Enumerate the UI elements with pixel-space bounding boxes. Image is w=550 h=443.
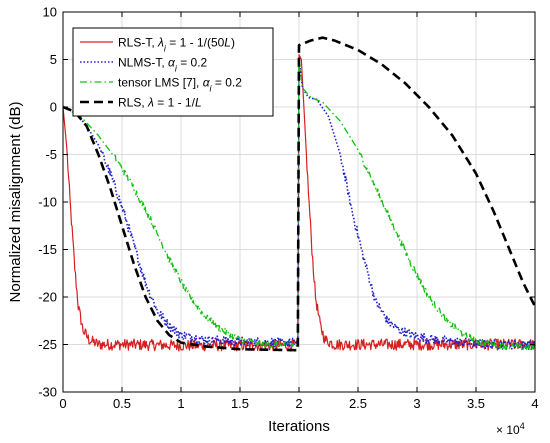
y-axis-label: Normalized misalignment (dB)	[7, 102, 24, 303]
x-tick-label-8: 4	[531, 396, 538, 411]
y-tick-label-2: 0	[50, 100, 57, 115]
x-tick-label-2: 1	[177, 396, 184, 411]
legend-label-2-sub: i	[175, 64, 178, 74]
legend-label-3-sub: i	[210, 84, 213, 94]
legend-label-3-pre: tensor LMS [7],	[118, 76, 203, 90]
legend-label-1-sym: λ	[157, 36, 164, 50]
legend-box	[72, 27, 274, 117]
x-tick-label-0: 0	[59, 396, 66, 411]
x-multiplier-base: × 10	[496, 423, 520, 437]
x-multiplier-exponent: 4	[520, 421, 525, 431]
legend-label-3-post: = 0.2	[212, 76, 243, 90]
x-tick-label-7: 3.5	[467, 396, 485, 411]
legend-label-2-post: = 0.2	[177, 56, 208, 70]
series-line-2	[62, 58, 536, 351]
legend-label-2-sym: α	[168, 56, 176, 70]
legend-label-3: tensor LMS [7], αi = 0.2	[118, 76, 242, 94]
y-tick-label-1: 5	[50, 52, 57, 67]
legend-label-4-ital: L	[195, 96, 202, 110]
legend-label-4-sym: λ	[147, 96, 154, 110]
legend-label-3-sym: α	[203, 76, 211, 90]
y-tick-label-0: 10	[43, 5, 57, 20]
series-layer	[62, 36, 537, 352]
x-tick-label-6: 3	[413, 396, 420, 411]
x-tick-label-3: 1.5	[231, 396, 249, 411]
y-tick-label-6: -20	[38, 290, 57, 305]
legend-label-1: RLS-T, λi = 1 - 1/(50L)	[118, 36, 235, 54]
legend-label-1-post: = 1 - 1/(50	[166, 36, 225, 50]
legend-label-4-post: = 1 - 1/	[154, 96, 196, 110]
legend-label-4-pre: RLS,	[118, 96, 148, 110]
y-tick-label-7: -25	[38, 337, 57, 352]
legend-label-2-pre: NLMS-T,	[118, 56, 168, 70]
series-line-4	[62, 36, 537, 352]
x-axis-label: Iterations	[268, 418, 330, 435]
legend-label-1-sub: i	[164, 44, 167, 54]
legend-label-1-pre: RLS-T,	[118, 36, 158, 50]
x-axis-multiplier: × 104	[496, 421, 525, 437]
x-tick-label-4: 2	[295, 396, 302, 411]
y-tick-label-3: -5	[45, 147, 57, 162]
legend-label-4: RLS, λ = 1 - 1/L	[118, 96, 202, 110]
y-tick-label-4: -10	[38, 195, 57, 210]
legend-label-1-ital: L	[224, 36, 231, 50]
y-tick-label-8: -30	[38, 385, 57, 400]
tick-layer: 0 0.5 1 1.5 2 2.5 3 3.5 4 10 5 0 -5 -10 -15 -20 -25 -30	[38, 5, 538, 412]
y-tick-label-5: -15	[38, 242, 57, 257]
x-tick-label-1: 0.5	[113, 396, 131, 411]
legend: RLS-T, λi = 1 - 1/(50L)NLMS-T, αi = 0.2t…	[72, 27, 274, 117]
x-tick-label-5: 2.5	[349, 396, 367, 411]
legend-label-1-post2: )	[231, 36, 235, 50]
legend-label-2: NLMS-T, αi = 0.2	[118, 56, 208, 74]
